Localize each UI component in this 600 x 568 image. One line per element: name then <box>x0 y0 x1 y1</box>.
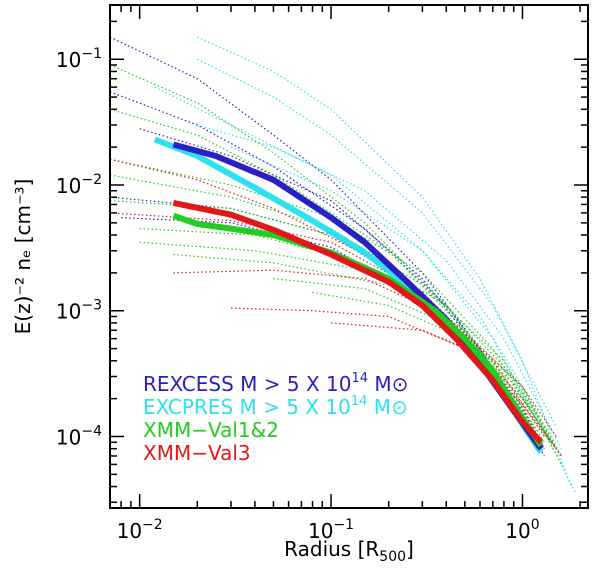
x-tick-label-0-base: 10 <box>117 519 142 543</box>
legend-entry-text: XMM−Val3 <box>143 441 251 465</box>
median-curve-3 <box>172 199 544 445</box>
profile-curve-22 <box>173 269 557 437</box>
y-tick-label-0-exponent: −4 <box>81 423 102 439</box>
x-axis-label: Radius [R500] <box>284 537 414 565</box>
y-tick-label-3: 10−1 <box>56 46 102 72</box>
x-tick-label-2-exponent: 0 <box>531 517 540 533</box>
legend-entry-text: REXCESS M > 5 X 10 <box>143 372 351 396</box>
legend-entry-text: XMM−Val1&2 <box>143 418 279 442</box>
x-tick-label-1-exponent: −1 <box>333 517 354 533</box>
x-tick-label-1: 10−1 <box>308 517 354 543</box>
y-tick-label-0-base: 10 <box>56 425 81 449</box>
x-tick-label-0-exponent: −2 <box>142 517 163 533</box>
y-tick-label-1: 10−3 <box>56 298 102 324</box>
profile-curve-2 <box>139 128 545 457</box>
legend-entry-exponent: 14 <box>351 371 368 386</box>
x-axis-label-main: Radius [R <box>284 537 379 561</box>
profile-curve-6 <box>197 58 557 427</box>
y-tick-label-1-base: 10 <box>56 300 81 324</box>
x-axis-label-subscript: 500 <box>379 549 406 565</box>
y-tick-label-0: 10−4 <box>56 423 102 449</box>
profile-curve-12 <box>110 158 551 443</box>
y-tick-label-3-base: 10 <box>56 48 81 72</box>
y-tick-label-1-exponent: −3 <box>81 298 102 314</box>
x-tick-label-2-base: 10 <box>505 519 530 543</box>
x-tick-label-1-base: 10 <box>308 519 333 543</box>
y-tick-label-2: 10−2 <box>56 172 102 198</box>
profile-curve-7 <box>154 86 545 437</box>
x-tick-label-2: 100 <box>505 517 539 543</box>
legend-entry-text: EXCPRES M > 5 X 10 <box>143 395 351 419</box>
legend-entry-1: EXCPRES M > 5 X 1014 M⊙ <box>143 394 408 419</box>
legend-entry-3: XMM−Val3 <box>143 441 251 465</box>
profile-curve-24 <box>331 322 557 450</box>
profile-curve-0 <box>110 36 539 443</box>
profile-curve-21 <box>110 212 545 437</box>
profile-curve-16 <box>139 241 563 465</box>
legend-entry-2: XMM−Val1&2 <box>143 418 279 442</box>
profile-curve-10 <box>110 64 545 443</box>
legend-entry-unit: M⊙ <box>367 395 407 419</box>
y-axis-label: E(z)⁻² nₑ [cm⁻³] <box>11 179 35 335</box>
median-profile-curves <box>153 136 544 454</box>
x-tick-label-0: 10−2 <box>117 517 163 543</box>
x-axis-label-end: ] <box>406 537 414 561</box>
legend-entry-0: REXCESS M > 5 X 1014 M⊙ <box>143 371 408 396</box>
legend: REXCESS M > 5 X 1014 M⊙EXCPRES M > 5 X 1… <box>143 371 408 465</box>
legend-entry-exponent: 14 <box>351 394 368 409</box>
y-tick-label-3-exponent: −1 <box>81 46 102 62</box>
y-tick-label-2-exponent: −2 <box>81 172 102 188</box>
plot-frame <box>109 4 589 509</box>
legend-entry-unit: M⊙ <box>368 372 408 396</box>
y-tick-label-2-base: 10 <box>56 174 81 198</box>
profile-curve-9 <box>230 146 577 495</box>
axis-ticks <box>109 5 588 508</box>
